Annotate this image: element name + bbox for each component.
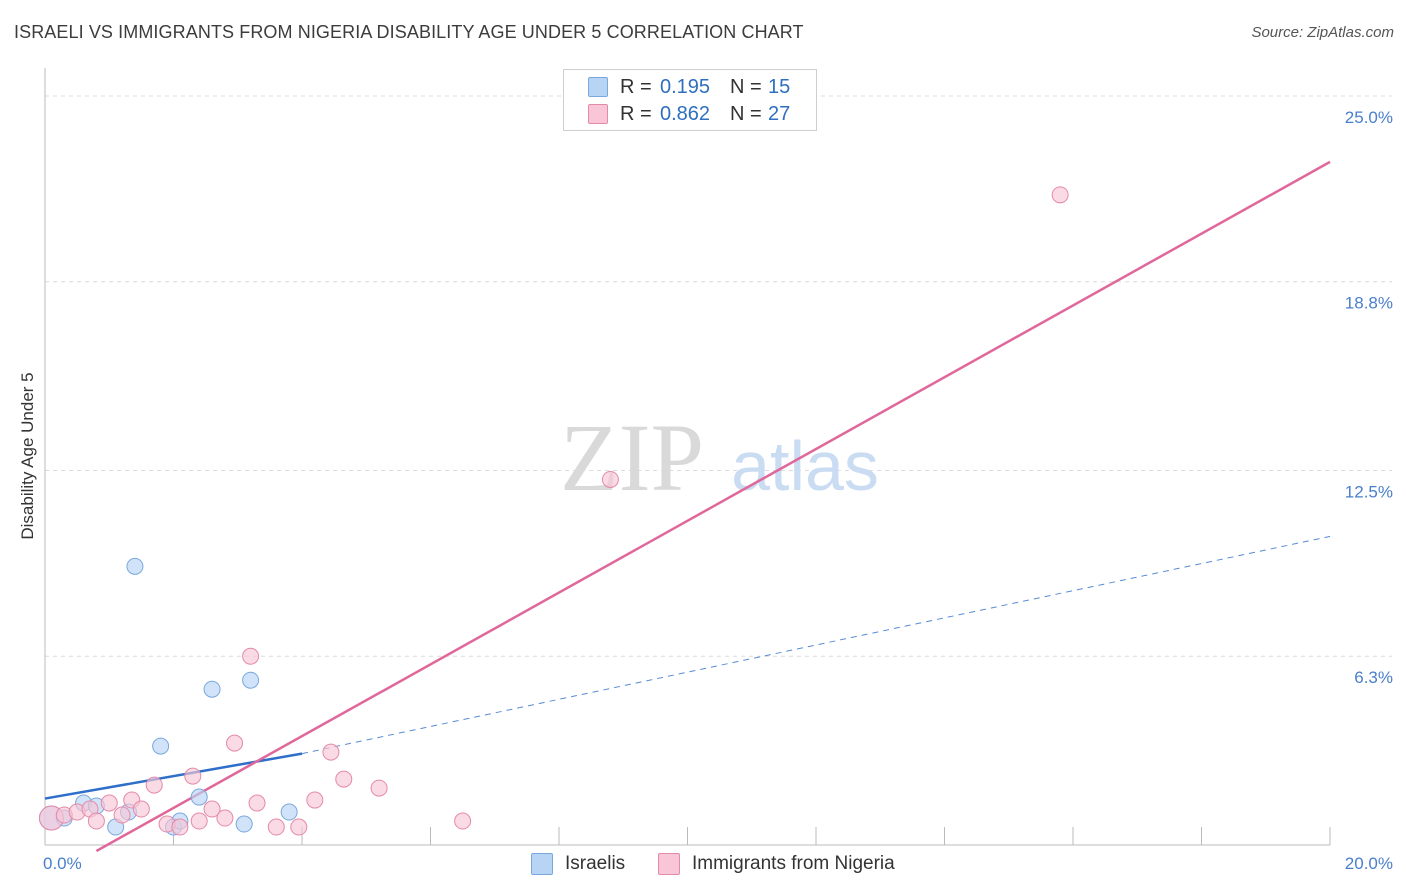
chart-title: ISRAELI VS IMMIGRANTS FROM NIGERIA DISAB… [14, 22, 804, 42]
point-nigeria [370, 779, 388, 797]
point-israelis [242, 671, 260, 689]
legend-n-value: 15 [768, 75, 791, 98]
watermark: ZIP atlas [560, 404, 879, 511]
grid [45, 95, 1392, 657]
point-nigeria [184, 767, 202, 785]
tick-labels: 6.3% 12.5% 18.8% 25.0% 0.0% 20.0% [43, 108, 1393, 873]
point-israelis [203, 680, 221, 698]
point-israelis [126, 557, 144, 575]
legend-r-label: R = [620, 75, 652, 98]
legend-r-label: R = [620, 102, 652, 125]
bottom-legend-israelis: Israelis [531, 852, 625, 876]
point-nigeria [113, 806, 131, 824]
point-nigeria [454, 812, 472, 830]
point-israelis [152, 737, 170, 755]
point-nigeria [100, 794, 118, 812]
point-nigeria [87, 812, 105, 830]
point-nigeria [290, 818, 308, 836]
bottom-legend-swatch-pink [658, 853, 680, 875]
legend-r-value: 0.195 [660, 75, 711, 98]
legend-n-value: 27 [768, 102, 791, 125]
point-nigeria [248, 794, 266, 812]
point-nigeria [267, 818, 285, 836]
y-tick-label: 6.3% [1354, 668, 1393, 687]
correlation-legend: R = 0.195 N = 15 R = 0.862 N = 27 [563, 69, 817, 131]
point-nigeria [1051, 186, 1069, 204]
y-tick-label: 12.5% [1345, 482, 1393, 501]
y-tick-label: 18.8% [1345, 294, 1393, 313]
data-points [38, 186, 1069, 836]
legend-row-nigeria: R = 0.862 N = 27 [588, 102, 790, 126]
point-nigeria [171, 818, 189, 836]
axes [44, 68, 1331, 846]
bottom-legend-nigeria: Immigrants from Nigeria [658, 852, 895, 876]
point-nigeria [335, 770, 353, 788]
bottom-legend-label-israelis: Israelis [565, 853, 626, 874]
point-israelis [190, 788, 208, 806]
trend-line-nigeria [95, 160, 1331, 853]
source-label: Source: ZipAtlas.com [1251, 24, 1394, 41]
point-nigeria [322, 743, 340, 761]
legend-row-israelis: R = 0.195 N = 15 [588, 75, 790, 99]
point-nigeria [226, 734, 244, 752]
point-nigeria [132, 800, 150, 818]
point-nigeria [145, 776, 163, 794]
bottom-legend-swatch-blue [531, 853, 553, 875]
x-tick-label: 20.0% [1345, 854, 1393, 873]
x-tick-label: 0.0% [43, 854, 82, 873]
trend-line-israelis [44, 752, 303, 800]
legend-swatch-pink [588, 104, 608, 124]
point-israelis [235, 815, 253, 833]
trend-line-dashed [301, 535, 1331, 755]
trend-lines [44, 160, 1331, 853]
point-nigeria [242, 647, 260, 665]
legend-n-label: N = [730, 102, 762, 125]
watermark-zip: ZIP [560, 404, 704, 511]
point-nigeria [601, 470, 619, 488]
legend-n-label: N = [730, 75, 762, 98]
y-tick-label: 25.0% [1345, 108, 1393, 127]
point-israelis [280, 803, 298, 821]
legend-r-value: 0.862 [660, 102, 711, 125]
point-nigeria [190, 812, 208, 830]
legend-swatch-blue [588, 77, 608, 97]
watermark-atlas: atlas [731, 427, 879, 505]
point-nigeria [306, 791, 324, 809]
point-nigeria [203, 800, 221, 818]
point-nigeria [216, 809, 234, 827]
bottom-legend-label-nigeria: Immigrants from Nigeria [692, 853, 895, 874]
